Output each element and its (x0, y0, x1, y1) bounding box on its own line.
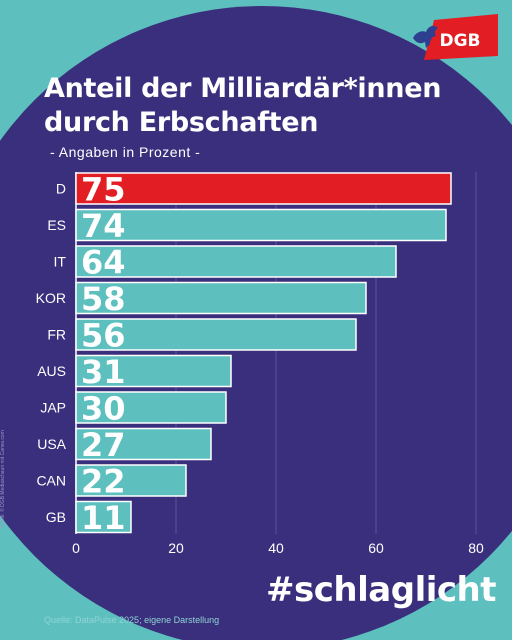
graphic-credit: Grafik: © DGB Mediaschaun mit Canva.com (0, 430, 6, 528)
source-note: Quelle: DataPulse 2025; eigene Darstellu… (44, 615, 220, 625)
data-label: 56 (81, 317, 126, 355)
bar (75, 281, 367, 315)
x-tick-label: 0 (72, 540, 80, 556)
data-label: 22 (81, 463, 126, 501)
category-labels: D ES IT KOR FR AUS JAP USA CAN GB (36, 181, 67, 526)
bar (75, 500, 132, 534)
data-label: 27 (81, 426, 126, 464)
category-label: JAP (40, 400, 66, 416)
x-tick-label: 20 (168, 540, 184, 556)
data-label: 58 (81, 280, 126, 318)
data-label: 64 (81, 244, 126, 282)
bar (75, 245, 397, 278)
x-tick-label: 40 (268, 540, 284, 556)
dgb-logo: DGB (413, 14, 498, 60)
category-label: FR (47, 327, 66, 343)
category-label: D (56, 181, 66, 197)
title-line-1: Anteil der Milliardär*innen (44, 73, 442, 104)
hashtag: #schlaglicht (266, 570, 496, 610)
category-label: IT (54, 254, 67, 270)
data-label: 75 (81, 171, 126, 209)
category-label: ES (47, 217, 66, 233)
chart-subtitle: - Angaben in Prozent - (50, 144, 201, 160)
bar (75, 391, 227, 424)
bar (75, 318, 357, 351)
data-label: 11 (81, 499, 126, 537)
bars (75, 172, 452, 534)
data-label: 30 (81, 390, 126, 428)
category-label: GB (46, 509, 66, 525)
category-label: AUS (37, 363, 66, 379)
bar (75, 172, 452, 205)
bar (75, 427, 212, 461)
bar (75, 208, 447, 242)
x-axis-ticks: 0 20 40 60 80 (72, 540, 484, 556)
data-label: 74 (81, 207, 126, 245)
bar (75, 354, 232, 388)
horse-icon (413, 25, 438, 48)
x-tick-label: 80 (468, 540, 484, 556)
title-line-2: durch Erbschaften (44, 107, 319, 138)
bar (75, 464, 187, 497)
data-label: 31 (81, 353, 126, 391)
logo-text: DGB (439, 31, 480, 51)
x-tick-label: 60 (368, 540, 384, 556)
chart-title: Anteil der Milliardär*innen durch Erbsch… (44, 72, 441, 140)
category-label: CAN (36, 473, 66, 489)
category-label: USA (37, 436, 66, 452)
category-label: KOR (36, 290, 66, 306)
